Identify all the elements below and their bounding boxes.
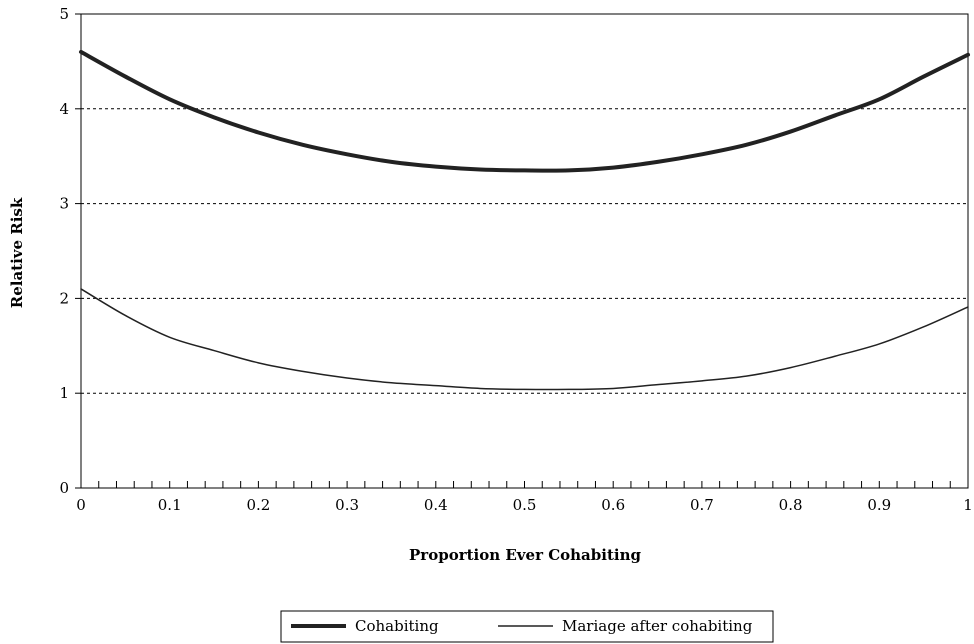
plot-frame — [80, 13, 969, 489]
legend-label-mariage-after-cohabiting: Mariage after cohabiting — [562, 617, 753, 635]
x-tick-label-0.3: 0.3 — [335, 496, 359, 514]
y-tick-label-0: 0 — [59, 479, 69, 497]
x-tick-label-0.2: 0.2 — [246, 496, 270, 514]
x-tick-label-0.1: 0.1 — [158, 496, 182, 514]
x-tick-label-0.6: 0.6 — [601, 496, 625, 514]
x-tick-label-1: 1 — [963, 496, 973, 514]
series-line-cohabiting — [79, 49, 970, 173]
x-axis-title: Proportion Ever Cohabiting — [409, 546, 641, 564]
legend: Cohabiting Mariage after cohabiting — [280, 610, 774, 643]
tick-marks — [75, 13, 969, 489]
tick-labels: 0 1 2 3 4 5 0 0.1 0.2 0.3 0.4 0.5 0.6 0.7 0.8 0.9 1 — [59, 5, 972, 514]
x-tick-label-0.9: 0.9 — [867, 496, 891, 514]
y-tick-label-3: 3 — [59, 195, 69, 213]
x-tick-label-0.4: 0.4 — [424, 496, 448, 514]
legend-label-cohabiting: Cohabiting — [355, 617, 439, 635]
y-tick-label-1: 1 — [59, 384, 69, 402]
series-line-mariage-after-cohabiting — [80, 288, 969, 391]
y-tick-label-5: 5 — [59, 5, 69, 23]
series-lines — [79, 49, 970, 391]
x-tick-label-0.7: 0.7 — [690, 496, 714, 514]
y-tick-label-2: 2 — [59, 289, 69, 307]
axes — [80, 13, 969, 489]
grid-lines — [81, 108, 968, 394]
x-tick-label-0: 0 — [76, 496, 86, 514]
x-tick-label-0.8: 0.8 — [779, 496, 803, 514]
y-axis-title: Relative Risk — [8, 197, 26, 308]
y-tick-label-4: 4 — [59, 100, 69, 118]
x-tick-label-0.5: 0.5 — [513, 496, 537, 514]
